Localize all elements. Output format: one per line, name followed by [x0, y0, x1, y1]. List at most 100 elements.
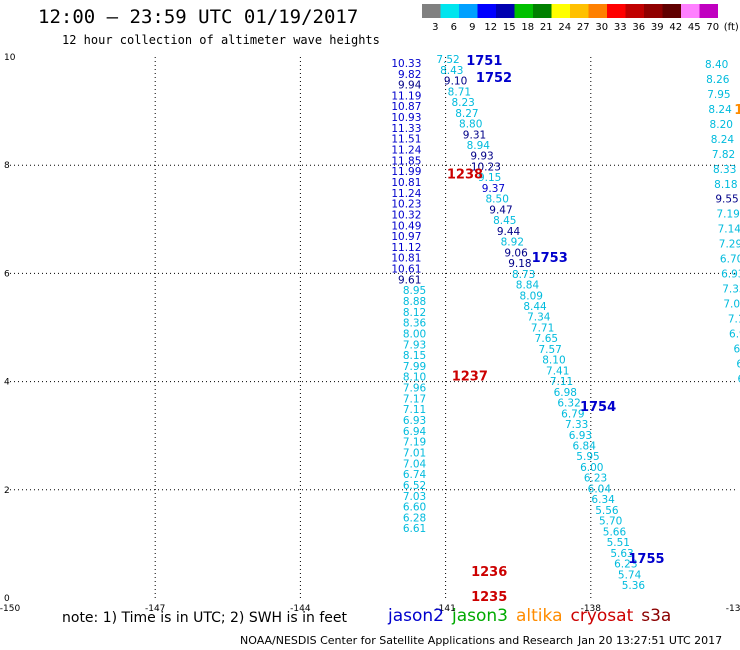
swh-value: 8.84: [516, 280, 540, 292]
swh-value: 7.33: [722, 284, 740, 296]
swh-value: 5.56: [595, 505, 619, 517]
swh-value: 10.97: [391, 231, 421, 243]
colorbar-label: 12: [484, 22, 497, 33]
swh-value: 7.93: [403, 339, 426, 351]
swh-value: 8.26: [706, 74, 730, 86]
colorbar-swatch: [477, 4, 496, 18]
swh-value: 6.79: [561, 408, 584, 420]
swh-value: 6.84: [573, 441, 597, 453]
swh-value: 8.18: [714, 179, 737, 191]
swh-value: 7.34: [527, 312, 551, 324]
colorbar-label: 30: [595, 22, 608, 33]
legend-item-jason3: jason3: [452, 606, 508, 626]
swh-value: 6.60: [403, 502, 426, 514]
colorbar-swatch: [570, 4, 589, 18]
swh-value: 8.00: [403, 328, 426, 340]
swh-value: 6: [737, 373, 740, 385]
swh-value: 6.9: [729, 328, 740, 340]
swh-value: 7.04: [723, 299, 740, 311]
legend-item-cryosat: cryosat: [570, 606, 634, 626]
x-tick-label: -144: [290, 604, 311, 614]
swh-value: 7.03: [403, 491, 426, 503]
x-tick-label: -147: [145, 604, 165, 614]
swh-value: 7.65: [535, 333, 558, 345]
time-label: 1753: [532, 251, 568, 266]
swh-value: 9.15: [478, 172, 501, 184]
swh-value: 9.61: [398, 274, 421, 286]
swh-value: 7.11: [403, 404, 426, 416]
colorbar-label: 45: [688, 22, 701, 33]
colorbar-swatch: [422, 4, 441, 18]
swh-value: 5.63: [610, 548, 633, 560]
swh-value: 8.33: [713, 164, 736, 176]
time-label: 1755: [628, 552, 664, 567]
swh-value: 10.23: [391, 199, 421, 211]
swh-value: 6.34: [591, 494, 615, 506]
time-label: 1236: [471, 565, 507, 580]
chart-subtitle: 12 hour collection of altimeter wave hei…: [62, 33, 380, 47]
x-tick-label: -135: [726, 604, 740, 614]
swh-value: 5.95: [576, 451, 599, 463]
swh-value: 7.33: [565, 419, 588, 431]
swh-value: 7.04: [403, 458, 427, 470]
legend-item-jason2: jason2: [388, 606, 444, 626]
y-tick-label: 0: [4, 594, 10, 604]
swh-value: 8.45: [493, 215, 516, 227]
swh-value: 8.23: [451, 97, 474, 109]
swh-value: 8.80: [459, 119, 482, 131]
swh-value: 7.01: [403, 447, 426, 459]
swh-value: 7.14: [718, 224, 740, 236]
swh-value: 6.93: [403, 415, 426, 427]
swh-value: 8.95: [403, 285, 426, 297]
colorbar-label: 33: [614, 22, 627, 33]
swh-value: 6.74: [403, 469, 427, 481]
colorbar-label: 21: [540, 22, 553, 33]
swh-value: 10.81: [391, 177, 421, 189]
colorbar-swatch: [440, 4, 459, 18]
colorbar-swatch: [588, 4, 607, 18]
swh-value: 5.66: [603, 526, 627, 538]
swh-value: 10.61: [391, 264, 421, 276]
swh-value: 9.44: [497, 226, 521, 238]
swh-value: 8.15: [403, 350, 426, 362]
swh-value: 6.: [734, 343, 740, 355]
swh-value: 6.98: [554, 387, 577, 399]
swh-value: 8.44: [523, 301, 547, 313]
time-label: 1238: [447, 167, 483, 182]
satellite-legend: jason2 jason3 altika cryosat s3a: [388, 606, 679, 626]
colorbar-swatch: [514, 4, 533, 18]
swh-value: 7.96: [403, 383, 427, 395]
swh-value: 8.71: [448, 86, 471, 98]
swh-value: 10.81: [391, 253, 421, 265]
swh-value: 6.70: [720, 254, 740, 266]
colorbar-label: 15: [503, 22, 516, 33]
swh-value: 9.37: [482, 183, 505, 195]
swh-value: 11.99: [391, 166, 421, 178]
swh-value: 7.29: [719, 239, 740, 251]
swh-value: 9.18: [508, 258, 531, 270]
time-label: 15: [734, 103, 740, 118]
swh-value: 10.23: [471, 161, 501, 173]
swh-value: 7.57: [538, 344, 561, 356]
swh-value: 7.52: [436, 54, 459, 66]
colorbar-swatch: [551, 4, 570, 18]
swh-value: 11.24: [391, 188, 421, 200]
swh-value: 5.70: [599, 516, 622, 528]
colorbar-label: 36: [632, 22, 645, 33]
swh-value: 8.36: [403, 318, 427, 330]
swh-value: 11.33: [391, 123, 421, 135]
swh-value: 8.92: [501, 237, 524, 249]
colorbar-label: 6: [451, 22, 457, 33]
swh-value: 6.93: [721, 269, 740, 281]
swh-value: 11.24: [391, 145, 421, 157]
swh-value: 9.94: [398, 80, 422, 92]
y-tick-label: 2: [4, 486, 10, 496]
y-tick-label: 10: [4, 53, 16, 63]
footer-credit: NOAA/NESDIS Center for Satellite Applica…: [240, 634, 574, 647]
swh-value: 9.06: [504, 247, 528, 259]
swh-value: 6.94: [403, 426, 427, 438]
swh-value: 8.20: [710, 119, 733, 131]
swh-value: 10.32: [391, 209, 421, 221]
swh-value: 7.11: [550, 376, 573, 388]
